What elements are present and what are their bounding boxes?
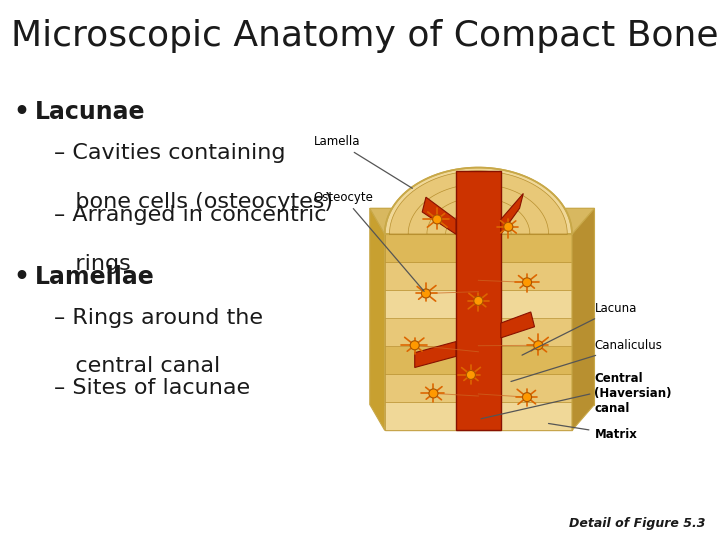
- Text: central canal: central canal: [54, 356, 220, 376]
- Text: rings: rings: [54, 254, 131, 274]
- Polygon shape: [384, 402, 572, 430]
- Polygon shape: [422, 197, 456, 234]
- Text: Lacuna: Lacuna: [522, 302, 636, 355]
- Text: Osteocyte: Osteocyte: [314, 191, 424, 292]
- Polygon shape: [384, 374, 572, 402]
- Text: Matrix: Matrix: [549, 423, 637, 441]
- Circle shape: [421, 289, 431, 298]
- Polygon shape: [384, 346, 572, 374]
- Text: •: •: [13, 265, 29, 288]
- Circle shape: [410, 341, 419, 350]
- Polygon shape: [370, 208, 384, 430]
- Text: •: •: [13, 100, 29, 124]
- Polygon shape: [370, 208, 595, 404]
- Circle shape: [523, 278, 531, 287]
- Polygon shape: [446, 211, 511, 234]
- Circle shape: [467, 370, 475, 380]
- Polygon shape: [501, 193, 523, 234]
- Polygon shape: [408, 184, 549, 234]
- Text: – Arranged in concentric: – Arranged in concentric: [54, 205, 326, 225]
- Text: Central
(Haversian)
canal: Central (Haversian) canal: [595, 372, 672, 415]
- Circle shape: [474, 296, 483, 305]
- Text: – Cavities containing: – Cavities containing: [54, 143, 286, 163]
- Polygon shape: [384, 234, 572, 262]
- Text: – Rings around the: – Rings around the: [54, 308, 263, 328]
- Text: bone cells (osteocytes): bone cells (osteocytes): [54, 192, 333, 212]
- Circle shape: [534, 341, 543, 350]
- Text: Microscopic Anatomy of Compact Bone: Microscopic Anatomy of Compact Bone: [11, 19, 719, 53]
- Polygon shape: [384, 318, 572, 346]
- Polygon shape: [384, 234, 572, 430]
- Text: Lacunae: Lacunae: [35, 100, 145, 124]
- Polygon shape: [384, 167, 572, 234]
- Polygon shape: [384, 262, 572, 291]
- Circle shape: [429, 389, 438, 398]
- Polygon shape: [384, 291, 572, 318]
- Polygon shape: [415, 342, 456, 368]
- Text: Lamellae: Lamellae: [35, 265, 154, 288]
- Text: – Sites of lacunae: – Sites of lacunae: [54, 378, 250, 398]
- Circle shape: [433, 215, 442, 224]
- Polygon shape: [427, 198, 530, 234]
- Polygon shape: [370, 208, 595, 234]
- Circle shape: [504, 222, 513, 231]
- Polygon shape: [501, 312, 534, 338]
- Polygon shape: [456, 171, 501, 430]
- Polygon shape: [572, 208, 595, 430]
- Text: Detail of Figure 5.3: Detail of Figure 5.3: [569, 517, 706, 530]
- Polygon shape: [390, 171, 567, 234]
- Circle shape: [523, 393, 531, 402]
- Text: Lamella: Lamella: [314, 135, 413, 188]
- Text: Canaliculus: Canaliculus: [511, 339, 662, 381]
